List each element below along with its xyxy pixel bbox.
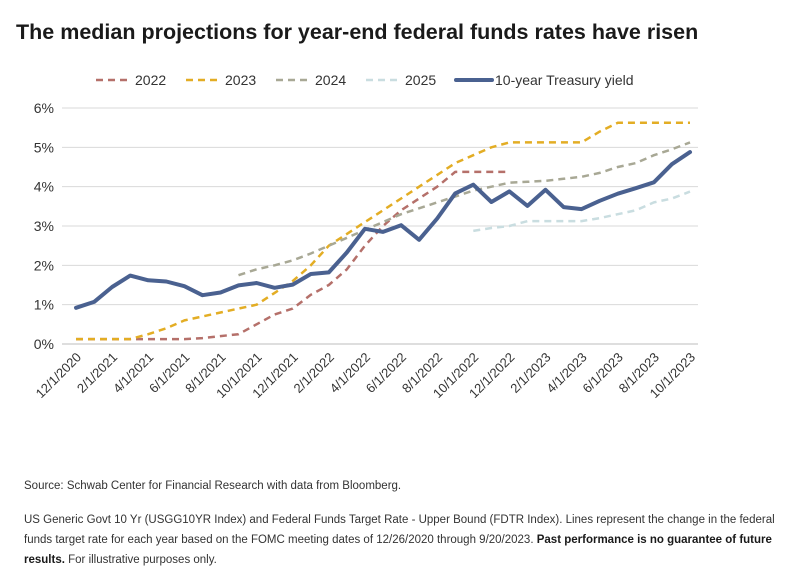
y-tick-label: 5%: [34, 139, 54, 155]
footnote-disclaimer: Past performance is no guarantee of futu…: [24, 534, 772, 566]
legend-label: 2025: [405, 72, 436, 88]
legend-label: 2023: [225, 72, 256, 88]
y-tick-label: 1%: [34, 297, 54, 313]
x-axis: 12/1/20202/1/20214/1/20216/1/20218/1/202…: [33, 350, 699, 402]
legend-label: 2024: [315, 72, 346, 88]
chart-title: The median projections for year-end fede…: [16, 20, 699, 44]
series-line-2023: [76, 121, 690, 341]
y-tick-label: 2%: [34, 257, 54, 273]
y-axis: 0% 1% 2% 3% 4% 5% 6%: [34, 100, 54, 352]
series-line-2025: [473, 190, 691, 233]
legend-label: 2022: [135, 72, 166, 88]
line-chart: 0% 1% 2% 3% 4% 5% 6% 12/1/20202/1/20214/1/2021…: [33, 72, 699, 402]
y-tick-label: 6%: [34, 100, 54, 116]
y-tick-label: 0%: [34, 336, 54, 352]
x-tick-label: 12/1/2020: [33, 350, 85, 402]
source-note: Source: Schwab Center for Financial Rese…: [24, 480, 402, 492]
series-line-2024: [238, 141, 691, 277]
gridlines: [62, 107, 698, 345]
legend: 2022 2023 2024 2025 10-year Treasury yield: [96, 72, 634, 88]
y-tick-label: 3%: [34, 218, 54, 234]
y-tick-label: 4%: [34, 179, 54, 195]
legend-label: 10-year Treasury yield: [495, 72, 634, 88]
footnote-text: US Generic Govt 10 Yr (USGG10YR Index) a…: [24, 514, 775, 546]
footnote: US Generic Govt 10 Yr (USGG10YR Index) a…: [24, 510, 784, 570]
series-line-10-year-treasury-yield: [74, 150, 692, 310]
series-line-2022: [76, 170, 510, 341]
series-lines: [74, 121, 692, 341]
footnote-tail: For illustrative purposes only.: [68, 554, 217, 566]
